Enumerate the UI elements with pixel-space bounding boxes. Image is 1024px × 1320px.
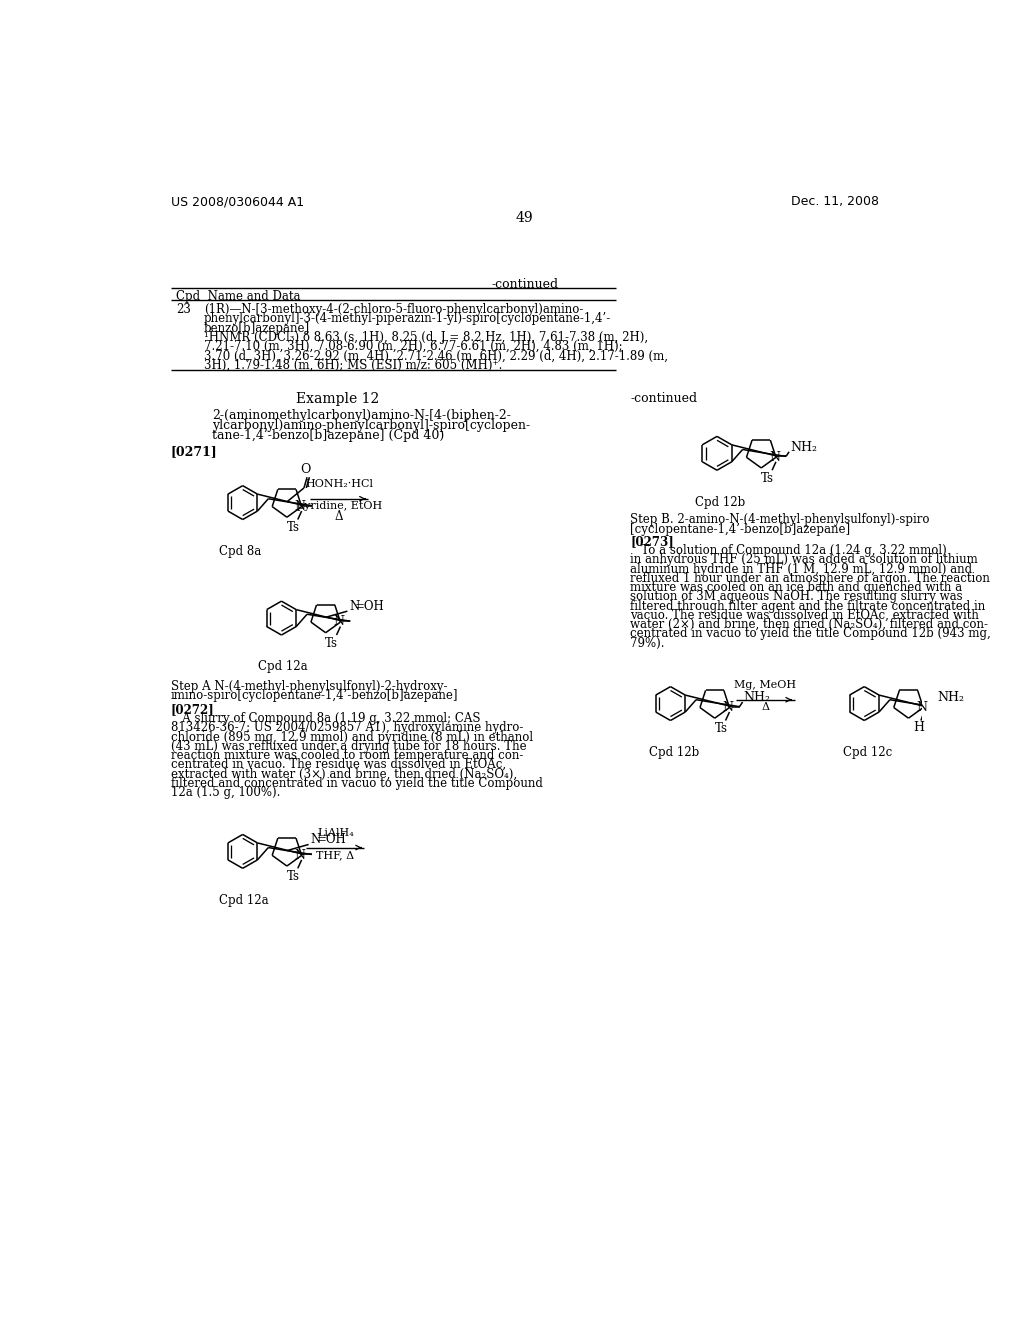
Text: 3H), 1.79-1.48 (m, 6H); MS (ESI) m/z: 605 (MH)⁺.: 3H), 1.79-1.48 (m, 6H); MS (ESI) m/z: 60… [204, 359, 503, 372]
Text: HONH₂·HCl: HONH₂·HCl [305, 479, 373, 488]
Text: Step B. 2-amino-N-(4-methyl-phenylsulfonyl)-spiro: Step B. 2-amino-N-(4-methyl-phenylsulfon… [630, 513, 930, 527]
Text: Δ: Δ [335, 510, 343, 523]
Text: reaction mixture was cooled to room temperature and con-: reaction mixture was cooled to room temp… [171, 748, 523, 762]
Text: =OH: =OH [316, 833, 346, 846]
Text: water (2×) and brine, then dried (Na₂SO₄), filtered and con-: water (2×) and brine, then dried (Na₂SO₄… [630, 618, 988, 631]
Text: centrated in vacuo. The residue was dissolved in EtOAc,: centrated in vacuo. The residue was diss… [171, 758, 506, 771]
Text: Ts: Ts [326, 636, 338, 649]
Text: imino-spiro[cyclopentane-1,4’-benzo[b]azepane]: imino-spiro[cyclopentane-1,4’-benzo[b]az… [171, 689, 458, 702]
Text: To a solution of Compound 12a (1.24 g, 3.22 mmol): To a solution of Compound 12a (1.24 g, 3… [630, 544, 947, 557]
Text: US 2008/0306044 A1: US 2008/0306044 A1 [171, 195, 304, 209]
Text: (1R)—N-[3-methoxy-4-(2-chloro-5-fluoro-phenylcarbonyl)amino-: (1R)—N-[3-methoxy-4-(2-chloro-5-fluoro-p… [204, 304, 584, 317]
Text: Cpd 8a: Cpd 8a [219, 545, 262, 558]
Text: centrated in vacuo to yield the title Compound 12b (943 mg,: centrated in vacuo to yield the title Co… [630, 627, 991, 640]
Text: Cpd 12b: Cpd 12b [649, 746, 699, 759]
Text: aluminum hydride in THF (1 M, 12.9 mL, 12.9 mmol) and: aluminum hydride in THF (1 M, 12.9 mL, 1… [630, 562, 973, 576]
Text: N: N [295, 500, 305, 513]
Text: [0271]: [0271] [171, 445, 217, 458]
Text: ylcarbonyl)amino-phenylcarbonyl]-spiro[cyclopen-: ylcarbonyl)amino-phenylcarbonyl]-spiro[c… [212, 418, 529, 432]
Text: LiAlH₄: LiAlH₄ [317, 828, 353, 837]
Text: A slurry of Compound 8a (1.19 g, 3.22 mmol; CAS: A slurry of Compound 8a (1.19 g, 3.22 mm… [171, 711, 480, 725]
Text: vacuo. The residue was dissolved in EtOAc, extracted with: vacuo. The residue was dissolved in EtOA… [630, 609, 979, 622]
Text: N: N [769, 450, 780, 463]
Text: N: N [334, 615, 344, 628]
Text: N: N [722, 701, 733, 714]
Text: Ts: Ts [287, 870, 300, 883]
Text: NH₂: NH₂ [790, 441, 817, 454]
Text: Step A N-(4-methyl-phenylsulfonyl)-2-hydroxy-: Step A N-(4-methyl-phenylsulfonyl)-2-hyd… [171, 680, 447, 693]
Text: 3.70 (d, 3H), 3.26-2.92 (m, 4H), 2.71-2.46 (m, 6H), 2.29 (d, 4H), 2.17-1.89 (m,: 3.70 (d, 3H), 3.26-2.92 (m, 4H), 2.71-2.… [204, 350, 668, 363]
Text: THF, Δ: THF, Δ [316, 850, 354, 859]
Text: pyridine, EtOH: pyridine, EtOH [297, 502, 382, 511]
Text: =OH: =OH [355, 601, 385, 612]
Text: chloride (895 mg, 12.9 mmol) and pyridine (8 mL) in ethanol: chloride (895 mg, 12.9 mmol) and pyridin… [171, 730, 532, 743]
Text: 12a (1.5 g, 100%).: 12a (1.5 g, 100%). [171, 785, 280, 799]
Text: N: N [310, 833, 321, 846]
Text: 23: 23 [176, 304, 190, 317]
Text: (43 mL) was refluxed under a drying tube for 18 hours. The: (43 mL) was refluxed under a drying tube… [171, 739, 526, 752]
Text: mixture was cooled on an ice bath and quenched with a: mixture was cooled on an ice bath and qu… [630, 581, 963, 594]
Text: 79%).: 79%). [630, 636, 665, 649]
Text: -continued: -continued [492, 277, 558, 290]
Text: 2-(aminomethylcarbonyl)amino-N-[4-(biphen-2-: 2-(aminomethylcarbonyl)amino-N-[4-(biphe… [212, 409, 511, 421]
Text: Cpd 12a: Cpd 12a [219, 894, 269, 907]
Text: Cpd  Name and Data: Cpd Name and Data [176, 290, 301, 304]
Text: tane-1,4’-benzo[b]azepane] (Cpd 40): tane-1,4’-benzo[b]azepane] (Cpd 40) [212, 429, 444, 442]
Text: Mg, MeOH: Mg, MeOH [734, 680, 797, 689]
Text: H: H [913, 721, 924, 734]
Text: -continued: -continued [630, 392, 697, 405]
Text: NH₂: NH₂ [937, 690, 965, 704]
Text: in anhydrous THF (25 mL) was added a solution of lithium: in anhydrous THF (25 mL) was added a sol… [630, 553, 978, 566]
Text: Cpd 12a: Cpd 12a [258, 660, 308, 673]
Text: Dec. 11, 2008: Dec. 11, 2008 [791, 195, 879, 209]
Text: Cpd 12c: Cpd 12c [843, 746, 892, 759]
Text: [0273]: [0273] [630, 535, 674, 548]
Text: filtered and concentrated in vacuo to yield the title Compound: filtered and concentrated in vacuo to yi… [171, 776, 543, 789]
Text: NH₂: NH₂ [743, 690, 770, 704]
Text: Ts: Ts [287, 521, 300, 535]
Text: Example 12: Example 12 [296, 392, 379, 405]
Text: ¹HNMR (CDCl₃) δ 8.63 (s, 1H), 8.25 (d, J = 8.2 Hz, 1H), 7.61-7.38 (m, 2H),: ¹HNMR (CDCl₃) δ 8.63 (s, 1H), 8.25 (d, J… [204, 331, 648, 345]
Text: Δ: Δ [762, 702, 769, 711]
Text: [cyclopentane-1,4’-benzo[b]azepane]: [cyclopentane-1,4’-benzo[b]azepane] [630, 523, 850, 536]
Text: N: N [295, 849, 305, 862]
Text: phenylcarbonyl]-3-(4-methyl-piperazin-1-yl)-spiro[cyclopentane-1,4’-: phenylcarbonyl]-3-(4-methyl-piperazin-1-… [204, 313, 611, 326]
Text: 7.21-7.10 (m, 3H), 7.08-6.90 (m, 2H), 6.77-6.61 (m, 2H), 4.83 (m, 1H);: 7.21-7.10 (m, 3H), 7.08-6.90 (m, 2H), 6.… [204, 341, 623, 354]
Text: Cpd 12b: Cpd 12b [695, 496, 745, 508]
Text: refluxed 1 hour under an atmosphere of argon. The reaction: refluxed 1 hour under an atmosphere of a… [630, 572, 990, 585]
Text: filtered through filter agent and the filtrate concentrated in: filtered through filter agent and the fi… [630, 599, 985, 612]
Text: benzo[b]azepane]: benzo[b]azepane] [204, 322, 310, 335]
Text: Ts: Ts [761, 471, 774, 484]
Text: extracted with water (3×) and brine, then dried (Na₂SO₄),: extracted with water (3×) and brine, the… [171, 767, 517, 780]
Text: solution of 3M aqueous NaOH. The resulting slurry was: solution of 3M aqueous NaOH. The resulti… [630, 590, 963, 603]
Text: O: O [300, 462, 310, 475]
Text: Ts: Ts [715, 722, 727, 735]
Text: 49: 49 [516, 211, 534, 224]
Text: N: N [916, 701, 927, 714]
Text: [0272]: [0272] [171, 702, 214, 715]
Text: N: N [349, 601, 359, 612]
Text: 813426-36-7; US 2004/0259857 A1), hydroxylamine hydro-: 813426-36-7; US 2004/0259857 A1), hydrox… [171, 721, 523, 734]
